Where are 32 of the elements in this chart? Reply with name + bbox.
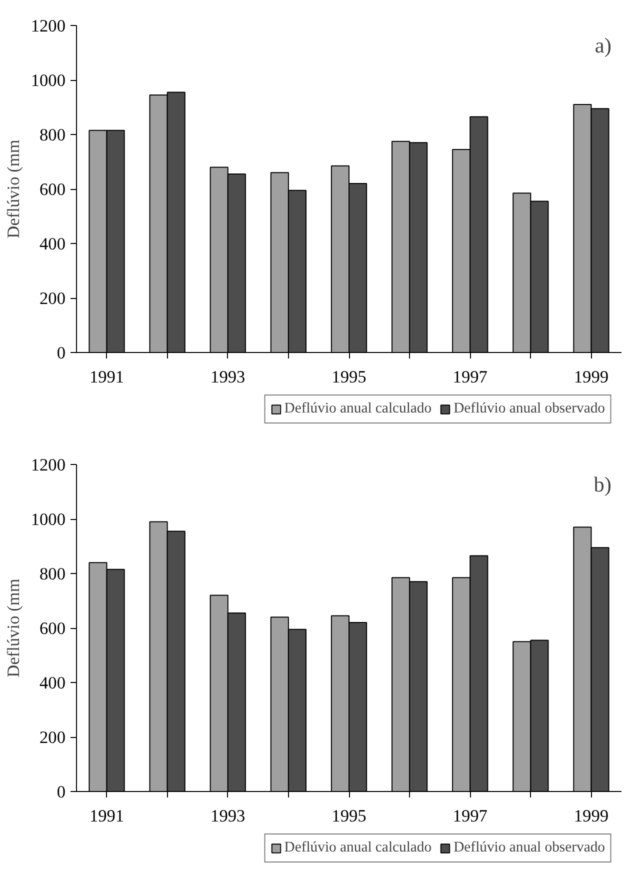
x-tick-label: 1999: [574, 368, 609, 386]
y-tick-label: 600: [40, 619, 66, 638]
y-tick-label: 1000: [30, 71, 66, 90]
y-tick-label: 400: [40, 234, 66, 254]
y-tick-label: 1200: [30, 456, 66, 474]
y-axis-title: Deflúvio (mm: [4, 578, 23, 678]
annotation: a): [594, 34, 612, 58]
x-tick-label: 1993: [210, 368, 246, 386]
y-tick-label: 600: [40, 180, 66, 199]
x-tick-label: 1997: [452, 368, 488, 386]
y-tick-label: 0: [56, 782, 66, 802]
legend-label: Deflúvio anual observado: [454, 840, 605, 856]
y-tick-label: 1200: [30, 16, 66, 36]
x-tick-label: 1997: [452, 806, 488, 826]
legend-label: Deflúvio anual observado: [454, 400, 605, 418]
x-tick-label: 1999: [574, 806, 609, 826]
y-tick-label: 800: [40, 126, 66, 144]
y-axis-title: Deflúvio (mm: [4, 139, 23, 238]
y-tick-label: 200: [40, 728, 66, 747]
y-tick-label: 0: [56, 344, 66, 362]
y-tick-label: 200: [40, 289, 66, 308]
annotation: b): [594, 472, 612, 496]
x-tick-label: 1995: [332, 368, 366, 386]
y-tick-label: 1000: [30, 510, 66, 529]
y-tick-label: 800: [40, 564, 66, 584]
x-tick-label: 1991: [89, 368, 124, 386]
legend-label: Deflúvio anual calculado: [284, 400, 432, 418]
x-tick-label: 1991: [89, 806, 124, 826]
legend-label: Deflúvio anual calculado: [284, 840, 432, 856]
x-tick-label: 1995: [332, 806, 366, 826]
y-tick-label: 400: [40, 674, 66, 692]
x-tick-label: 1993: [210, 806, 246, 826]
